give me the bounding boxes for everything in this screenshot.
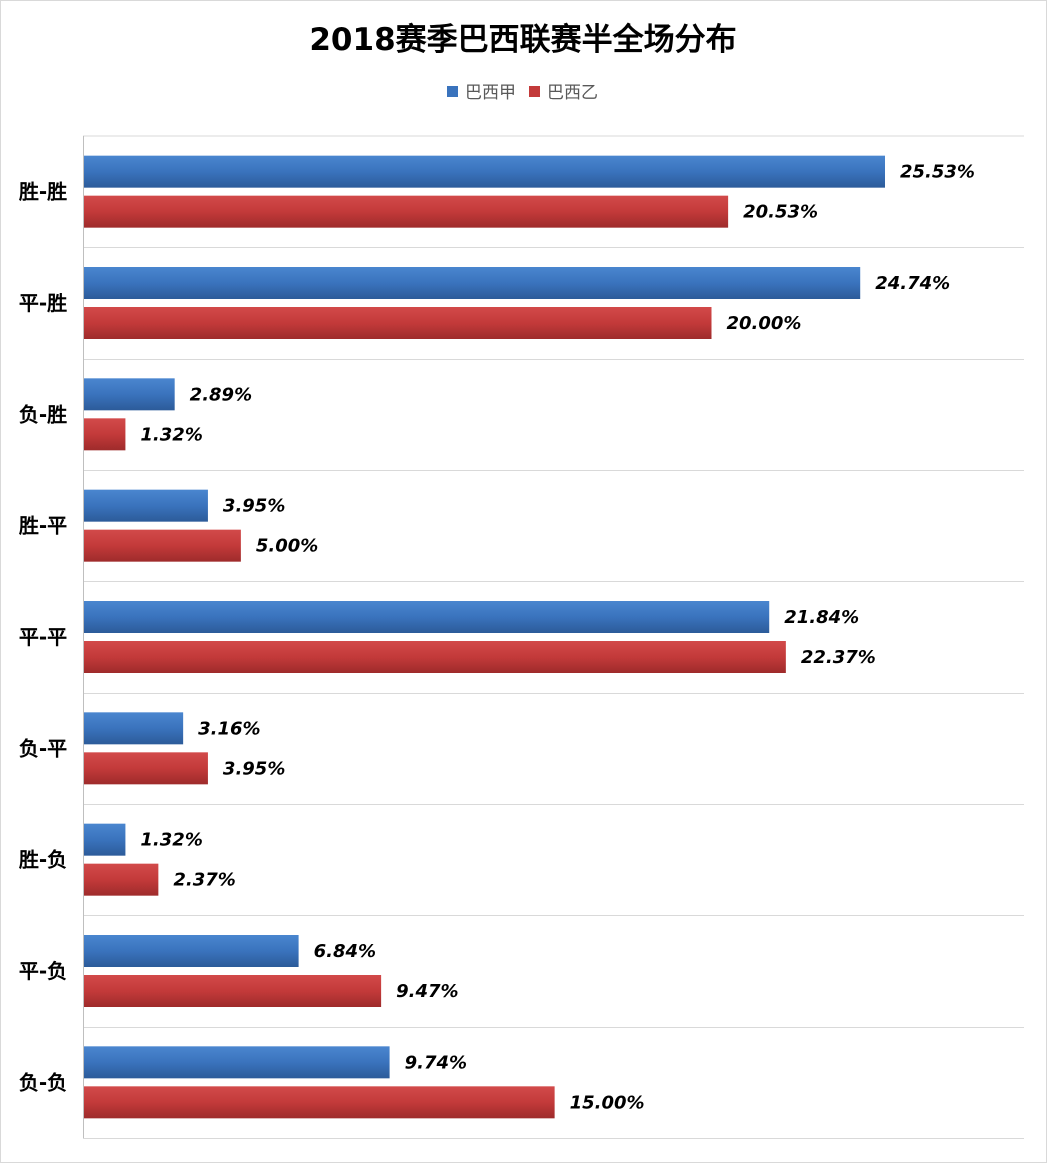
bar-serie-a-0 [84,155,885,188]
value-label-1-1: 20.00% [726,313,801,334]
legend: 巴西甲 巴西乙 [447,83,598,103]
category-label-1: 平-胜 [19,291,67,315]
category-label-7: 平-负 [19,959,67,983]
gridlines [83,135,1024,1139]
value-label-0-4: 21.84% [784,607,859,628]
bar-serie-a-5 [84,712,184,745]
value-label-1-8: 15.00% [570,1092,645,1113]
legend-swatch-0 [447,86,458,97]
value-label-1-6: 2.37% [173,870,235,891]
bar-serie-b-4 [84,641,786,673]
bar-serie-b-3 [84,529,241,562]
category-labels: 胜-胜平-胜负-胜胜-平平-平负-平胜-负平-负负-负 [19,180,67,1095]
bar-serie-a-6 [84,823,126,856]
value-label-0-2: 2.89% [190,384,252,405]
category-label-6: 胜-负 [19,848,67,872]
value-labels: 25.53% 20.53% 24.74% 20.00% 2.89% 1.32% 3.95% 5… [140,162,975,1114]
category-label-2: 负-胜 [19,402,67,426]
bar-serie-b-6 [84,863,159,896]
category-label-5: 负-平 [19,736,67,760]
value-label-0-7: 6.84% [314,941,376,962]
value-label-0-0: 25.53% [900,162,975,183]
value-label-1-2: 1.32% [140,424,202,445]
legend-label-1: 巴西乙 [547,83,598,103]
bars [84,155,885,1119]
value-label-1-0: 20.53% [743,202,818,223]
bar-serie-a-8 [84,1046,390,1079]
legend-label-0: 巴西甲 [465,83,516,103]
category-label-3: 胜-平 [19,514,67,538]
chart-title: 2018赛季巴西联赛半全场分布 [309,22,736,58]
value-label-0-1: 24.74% [875,273,950,294]
bar-serie-b-0 [84,195,729,228]
bar-serie-a-7 [84,935,299,967]
category-label-4: 平-平 [19,625,67,649]
value-label-0-5: 3.16% [198,718,260,739]
value-label-1-4: 22.37% [801,647,876,668]
bar-serie-b-7 [84,975,382,1007]
bar-serie-b-2 [84,418,126,451]
value-label-0-8: 9.74% [405,1052,467,1073]
category-label-8: 负-负 [19,1070,67,1094]
value-label-1-3: 5.00% [256,536,318,557]
legend-swatch-1 [529,86,540,97]
value-label-0-6: 1.32% [140,830,202,851]
value-label-1-7: 9.47% [396,981,458,1002]
value-label-1-5: 3.95% [223,758,285,779]
value-label-0-3: 3.95% [223,496,285,517]
bar-serie-b-8 [84,1086,555,1119]
bar-serie-a-3 [84,489,208,522]
bar-serie-a-2 [84,378,175,411]
category-label-0: 胜-胜 [19,180,67,204]
bar-serie-b-5 [84,752,208,785]
bar-serie-a-1 [84,267,861,299]
bar-serie-b-1 [84,307,712,339]
bar-serie-a-4 [84,601,770,633]
